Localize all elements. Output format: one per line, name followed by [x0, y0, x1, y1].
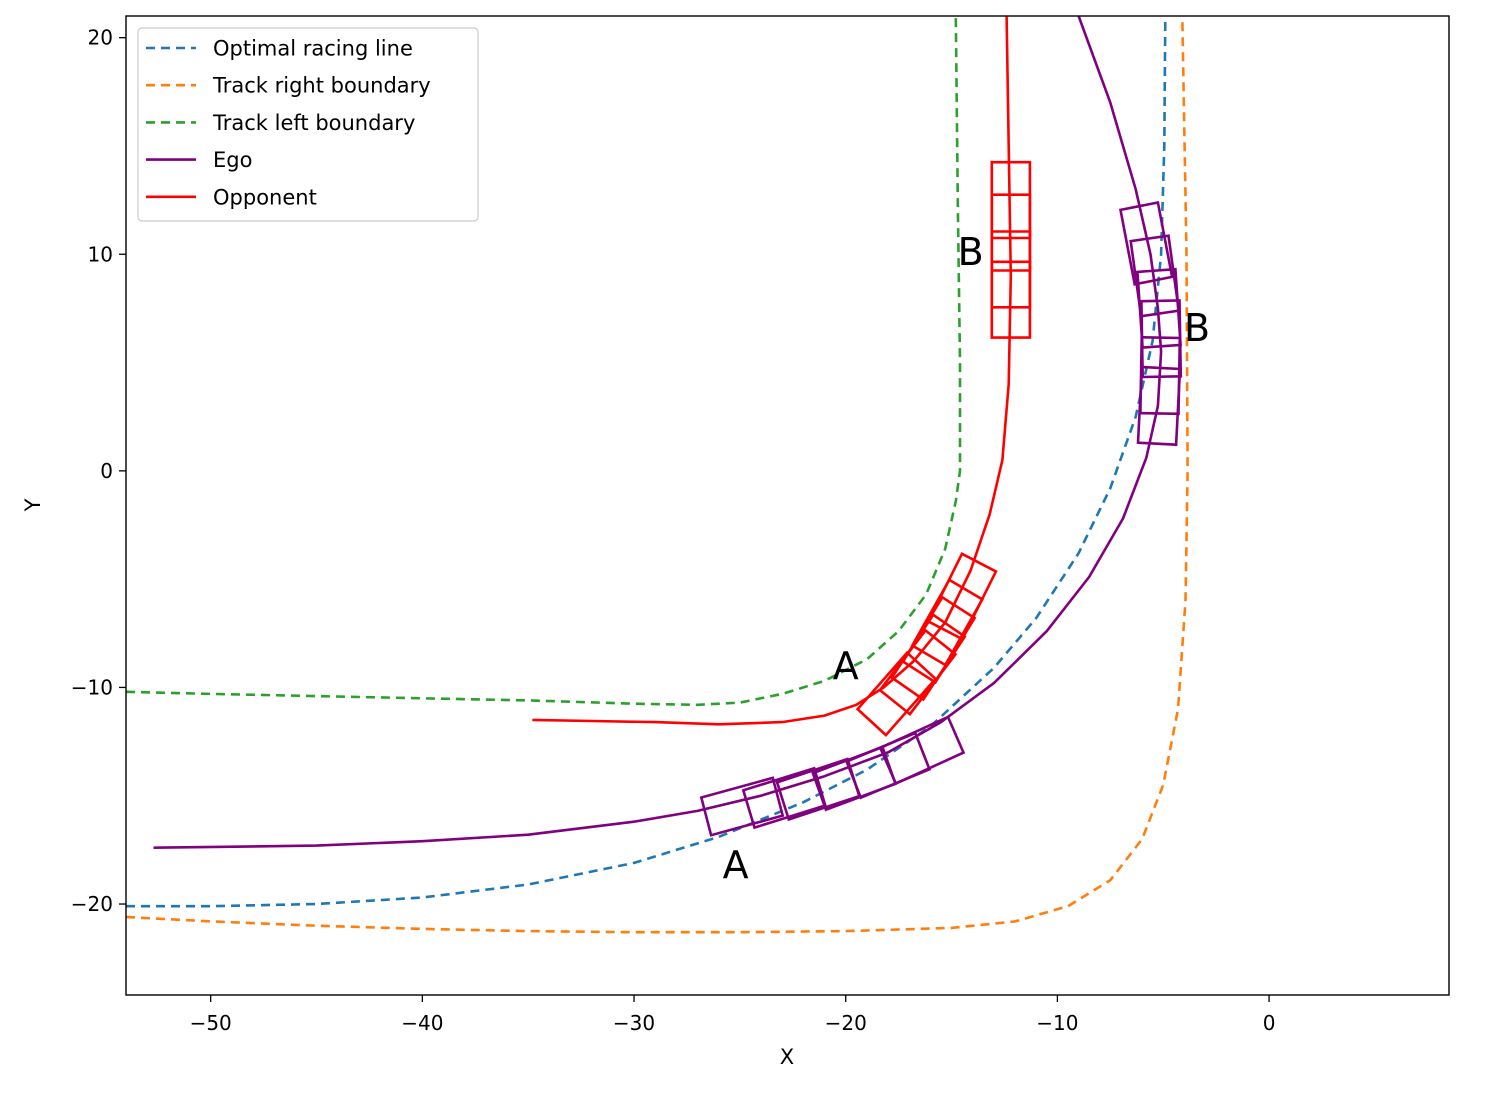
- opponent-vehicle-box: [990, 260, 1032, 339]
- legend-box: [137, 27, 479, 222]
- annotation-a: A: [723, 843, 749, 887]
- x-axis-label: X: [780, 1045, 794, 1069]
- series-line-optimal-racing-line: [126, 16, 1167, 908]
- legend-label-track-left-boundary: Track left boundary: [212, 111, 415, 135]
- series-line-track-right-boundary: [126, 16, 1189, 934]
- plot-frame: [125, 15, 1450, 996]
- x-tick-label: −40: [401, 1011, 443, 1035]
- ego-vehicle-box: [1118, 200, 1174, 286]
- legend-label-opponent: Opponent: [213, 185, 317, 209]
- y-axis: −20 −10 0 10 20: [71, 26, 126, 916]
- ego-vehicle-box: [699, 776, 785, 837]
- y-axis-label: Y: [21, 498, 45, 512]
- y-tick-label: 20: [88, 26, 113, 50]
- annotation-b: B: [958, 230, 984, 274]
- plot-area: A A B B: [126, 16, 1210, 934]
- x-tick-label: −20: [825, 1011, 867, 1035]
- ego-vehicle-box: [1136, 365, 1182, 447]
- legend-label-ego: Ego: [213, 148, 252, 172]
- opponent-vehicle-box: [878, 628, 958, 716]
- legend: Optimal racing line Track right boundary T…: [137, 27, 479, 222]
- legend-label-track-right-boundary: Track right boundary: [212, 74, 431, 98]
- y-tick-label: 10: [88, 242, 113, 266]
- opponent-vehicle-box: [910, 578, 985, 667]
- opponent-vehicle-box: [855, 650, 938, 737]
- ego-vehicle-box: [878, 715, 966, 786]
- series-line-opponent: [532, 16, 1013, 726]
- ego-vehicle-box: [844, 731, 932, 800]
- y-tick-label: −20: [71, 892, 113, 916]
- legend-label-optimal-racing-line: Optimal racing line: [213, 37, 413, 61]
- x-tick-label: 0: [1263, 1011, 1276, 1035]
- y-tick-label: 0: [100, 459, 113, 483]
- series-line-track-left-boundary: [126, 16, 962, 707]
- annotation-b: B: [1184, 306, 1210, 350]
- annotation-a: A: [833, 644, 859, 688]
- x-tick-label: −50: [190, 1011, 232, 1035]
- x-tick-label: −10: [1036, 1011, 1078, 1035]
- opponent-vehicle-box: [926, 552, 998, 641]
- x-tick-label: −30: [613, 1011, 655, 1035]
- y-tick-label: −10: [71, 675, 113, 699]
- ego-vehicle-box: [741, 766, 827, 830]
- x-axis: −50 −40 −30 −20 −10 0: [190, 995, 1276, 1035]
